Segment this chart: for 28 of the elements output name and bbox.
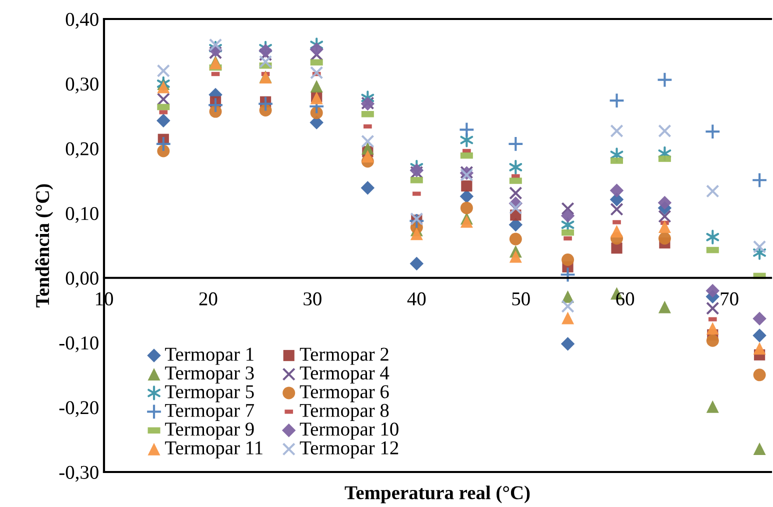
y-tick-label: -0,30 <box>59 466 98 482</box>
x-tick-label: 70 <box>720 292 738 306</box>
y-tick-label: 0,30 <box>66 78 98 94</box>
legend-label: Termopar 6 <box>300 385 389 402</box>
x-tick-label: 60 <box>616 292 634 306</box>
legend-label: Termopar 2 <box>300 348 388 365</box>
y-axis-title: Tendência (°C) <box>35 184 54 308</box>
legend-label: Termopar 7 <box>165 404 254 421</box>
legend-label: Termopar 10 <box>300 422 398 440</box>
x-axis-title: Temperatura real (°C) <box>344 486 530 504</box>
y-tick-label: 0,00 <box>66 272 98 288</box>
legend-label: Termopar 11 <box>165 441 262 458</box>
y-tick-label: -0,10 <box>59 336 98 352</box>
x-tick-label: 20 <box>199 292 218 306</box>
legend-label: Termopar 12 <box>300 441 398 458</box>
legend-label: Termopar 1 <box>165 348 254 365</box>
y-tick-label: 0,40 <box>66 12 98 29</box>
x-tick-label: 40 <box>407 292 426 306</box>
y-tick-label: 0,10 <box>66 206 98 223</box>
legend-label: Termopar 8 <box>300 404 389 421</box>
y-tick-label: -0,20 <box>59 401 98 418</box>
legend-label: Termopar 4 <box>300 366 390 384</box>
y-tick-label: 0,20 <box>66 142 98 158</box>
x-tick-label: 50 <box>512 292 530 306</box>
legend-label: Termopar 3 <box>165 366 254 384</box>
legend-label: Termopar 5 <box>165 385 254 402</box>
x-tick-label: 30 <box>304 292 322 306</box>
legend-label: Termopar 9 <box>165 422 254 440</box>
